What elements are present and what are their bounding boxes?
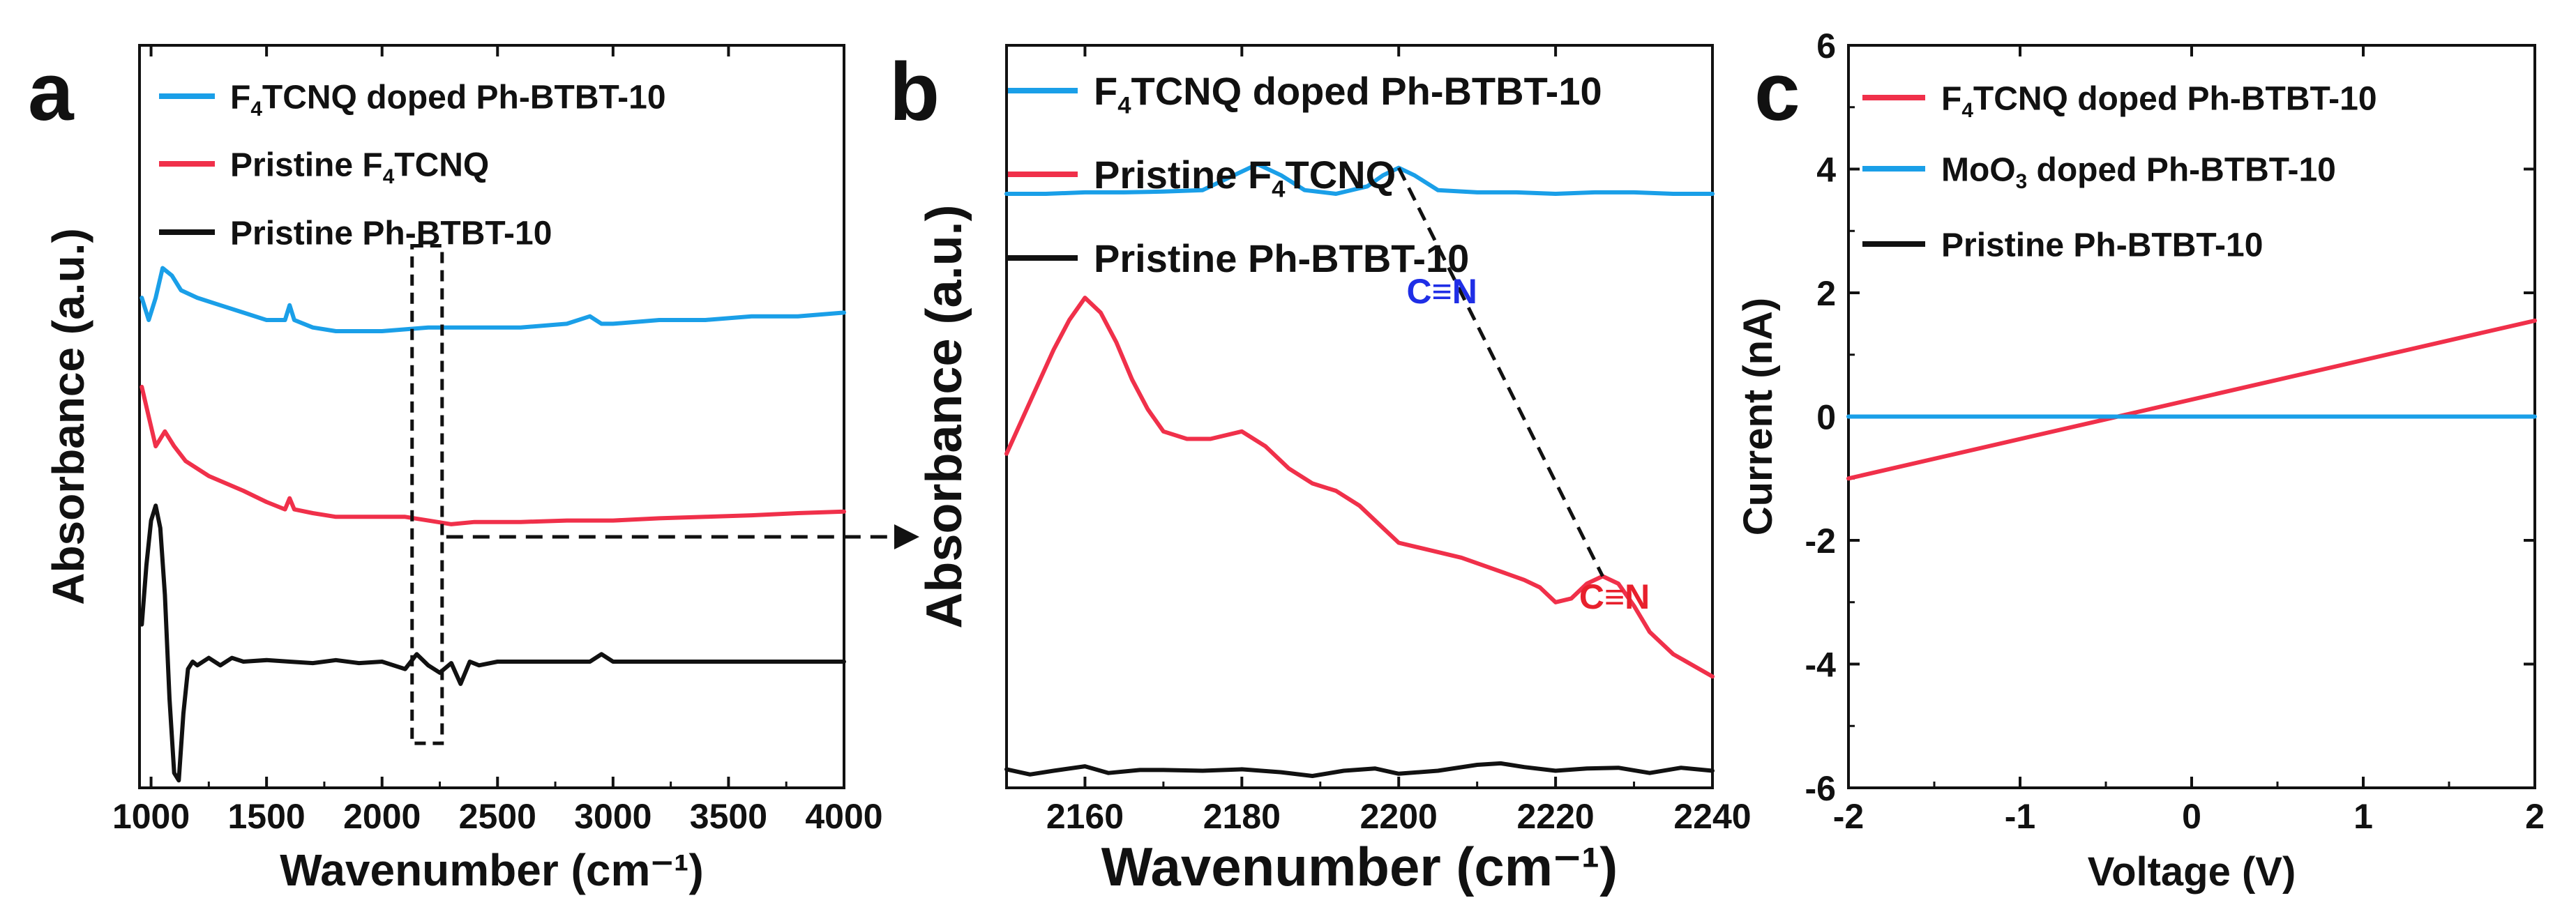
plot-frame-b	[1005, 44, 1714, 789]
series-line-b-0	[1004, 162, 1715, 196]
zoom-arrow-head	[894, 524, 919, 549]
x-tick-label-c: 2	[2525, 797, 2545, 836]
x-tick-label-a: 3000	[574, 797, 651, 836]
legend-label-b-0: F4TCNQ doped Ph-BTBT-10	[1094, 69, 1602, 119]
y-tick-label-c: -4	[1805, 646, 1837, 685]
panel-letter-c: c	[1754, 46, 1800, 138]
y-tick-label-c: 4	[1816, 151, 1836, 190]
panel-a: a 1000 1500 2000 2500 3000 3500 4000 Wavenumber …	[28, 44, 883, 895]
x-tick-label-c: -1	[2005, 797, 2035, 836]
legend-label-b-1: Pristine F4TCNQ	[1094, 153, 1396, 202]
y-axis-title-c: Current (nA)	[1735, 298, 1781, 536]
series-line-a-2	[140, 503, 846, 783]
legend-label-a-2: Pristine Ph-BTBT-10	[230, 215, 552, 252]
cn-label-pristine: C≡N	[1579, 577, 1650, 616]
x-tick-label-a: 2500	[459, 797, 536, 836]
series-line-b-1	[1004, 296, 1715, 679]
cn-label-doped: C≡N	[1406, 272, 1477, 311]
legend-label-a-1: Pristine F4TCNQ	[230, 146, 489, 188]
zoom-region-box	[410, 244, 444, 745]
x-tick-label-c: 1	[2353, 797, 2373, 836]
panel-c: c -2 -1 0 1 2 -6 -4 -2 0 2 4 6 Voltage (V) Current (nA…	[1735, 26, 2545, 895]
y-tick-label-c: 6	[1816, 26, 1836, 66]
plot-frame-a	[138, 44, 845, 789]
series-line-a-0	[140, 266, 846, 333]
y-tick-label-c: 0	[1816, 398, 1836, 437]
y-axis-title-b: Absorbance (a.u.)	[917, 204, 972, 628]
x-tick-label-b: 2220	[1516, 797, 1594, 836]
x-tick-label-b: 2200	[1360, 797, 1438, 836]
series-line-b-2	[1004, 761, 1715, 778]
y-tick-label-c: -6	[1805, 769, 1836, 808]
x-tick-label-a: 4000	[805, 797, 882, 836]
x-tick-label-a: 1500	[228, 797, 306, 836]
x-tick-label-c: 0	[2182, 797, 2201, 836]
legend-label-a-0: F4TCNQ doped Ph-BTBT-10	[230, 79, 666, 121]
x-axis-title-b: Wavenumber (cm⁻¹)	[1101, 836, 1618, 897]
series-line-c-0	[1846, 318, 2537, 481]
x-tick-label-a: 3500	[690, 797, 767, 836]
panel-b: b 2160 2180 2200 2220 2240 Wavenumber (cm⁻¹) Ab…	[889, 44, 1752, 897]
legend-label-c-2: Pristine Ph-BTBT-10	[1941, 227, 2263, 264]
legend-label-c-0: F4TCNQ doped Ph-BTBT-10	[1941, 80, 2377, 122]
x-tick-label-a: 2000	[343, 797, 421, 836]
x-tick-label-c: -2	[1833, 797, 1864, 836]
legend-label-b-2: Pristine Ph-BTBT-10	[1094, 236, 1469, 280]
x-tick-label-a: 1000	[112, 797, 190, 836]
y-axis-title-a: Absorbance (a.u.)	[43, 228, 93, 605]
y-tick-label-c: 2	[1816, 274, 1836, 313]
x-tick-label-b: 2180	[1203, 797, 1281, 836]
x-axis-title-c: Voltage (V)	[2088, 849, 2296, 895]
panel-letter-b: b	[889, 46, 940, 138]
x-axis-title-a: Wavenumber (cm⁻¹)	[280, 845, 704, 895]
x-tick-label-b: 2160	[1046, 797, 1124, 836]
cn-shift-dashed-line	[1396, 167, 1604, 577]
series-line-a-1	[140, 384, 846, 526]
panel-letter-a: a	[28, 46, 75, 138]
y-tick-label-c: -2	[1805, 522, 1836, 561]
x-tick-label-b: 2240	[1673, 797, 1751, 836]
legend-label-c-1: MoO3 doped Ph-BTBT-10	[1941, 151, 2336, 193]
